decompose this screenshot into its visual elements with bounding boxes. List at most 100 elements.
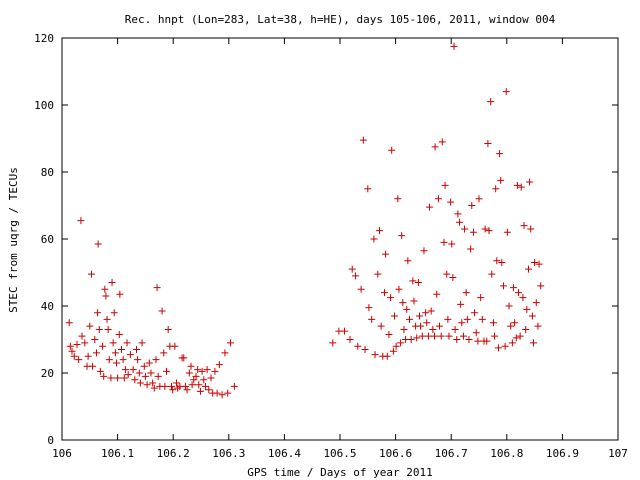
- x-tick-label: 106.5: [323, 447, 356, 460]
- data-point: [180, 354, 188, 362]
- data-point: [171, 342, 179, 350]
- data-point: [438, 138, 446, 146]
- data-point: [194, 366, 202, 374]
- data-point: [92, 349, 100, 357]
- data-point: [449, 274, 457, 282]
- data-point: [374, 270, 382, 278]
- data-point: [532, 299, 540, 307]
- y-tick-label: 20: [41, 367, 54, 380]
- data-point: [65, 319, 73, 327]
- data-point: [397, 339, 405, 347]
- data-point: [196, 387, 204, 395]
- data-point: [471, 309, 479, 317]
- data-point: [508, 339, 516, 347]
- data-point: [354, 342, 362, 350]
- data-point: [389, 347, 397, 355]
- data-point: [364, 185, 372, 193]
- data-point: [505, 302, 513, 310]
- data-point: [143, 381, 151, 389]
- data-point: [511, 319, 519, 327]
- data-point: [450, 42, 458, 50]
- data-point: [457, 300, 465, 308]
- data-point: [185, 369, 193, 377]
- data-point: [453, 336, 461, 343]
- x-tick-label: 106.6: [379, 447, 412, 460]
- data-point: [463, 315, 471, 323]
- data-point: [201, 382, 209, 390]
- data-point: [489, 319, 497, 327]
- data-point: [526, 178, 534, 186]
- data-point: [215, 361, 223, 369]
- data-point: [114, 374, 122, 382]
- data-point: [150, 384, 158, 392]
- data-point: [86, 322, 94, 330]
- data-point: [503, 228, 511, 236]
- data-point: [205, 386, 213, 394]
- data-point: [493, 257, 501, 265]
- data-point: [502, 88, 510, 96]
- data-point: [524, 265, 532, 273]
- data-point: [398, 232, 406, 240]
- data-point: [361, 346, 369, 354]
- data-point: [94, 309, 102, 317]
- data-point: [145, 359, 153, 367]
- data-point: [183, 386, 191, 394]
- data-point: [135, 369, 143, 377]
- data-point: [218, 391, 226, 399]
- data-point: [514, 289, 522, 297]
- y-tick-label: 0: [47, 434, 54, 447]
- data-point: [141, 372, 149, 380]
- data-point: [380, 289, 388, 297]
- x-tick-label: 106.8: [490, 447, 523, 460]
- data-point: [75, 356, 83, 364]
- data-point: [420, 247, 428, 255]
- data-point: [84, 352, 92, 360]
- data-point: [211, 367, 219, 375]
- data-point: [451, 325, 459, 333]
- data-point: [207, 374, 215, 382]
- y-axis-ticks: 0 20 40 60 80 100 120: [34, 32, 618, 447]
- data-point: [173, 379, 181, 387]
- data-point: [160, 349, 168, 357]
- data-point: [475, 195, 483, 203]
- data-point: [433, 290, 441, 298]
- data-point: [99, 342, 107, 350]
- data-point: [465, 336, 473, 343]
- data-point: [494, 344, 502, 352]
- data-point: [467, 245, 475, 253]
- data-point: [348, 265, 356, 273]
- data-point: [499, 282, 507, 290]
- y-tick-label: 60: [41, 233, 54, 246]
- data-point: [441, 181, 449, 189]
- data-point: [95, 325, 103, 333]
- data-point: [458, 319, 466, 327]
- data-point: [138, 339, 146, 347]
- data-point: [115, 330, 123, 338]
- data-point: [437, 332, 445, 340]
- data-point: [117, 346, 125, 354]
- data-point: [73, 341, 81, 349]
- y-tick-label: 40: [41, 300, 54, 313]
- data-point: [134, 356, 142, 364]
- data-point: [365, 304, 373, 312]
- data-point: [444, 315, 452, 323]
- data-point: [101, 285, 109, 293]
- data-point: [105, 356, 113, 364]
- data-point: [537, 282, 545, 290]
- data-point: [368, 315, 376, 323]
- y-tick-label: 120: [34, 32, 54, 45]
- data-point: [513, 181, 521, 189]
- x-tick-label: 106.2: [157, 447, 190, 460]
- x-tick-label: 107: [608, 447, 628, 460]
- data-point: [517, 183, 525, 191]
- data-point: [346, 336, 354, 343]
- data-point: [123, 339, 131, 347]
- data-point: [410, 297, 418, 305]
- data-point: [399, 299, 407, 307]
- data-point: [164, 325, 172, 333]
- data-point: [104, 325, 112, 333]
- data-point: [474, 337, 482, 345]
- data-point: [200, 376, 208, 384]
- y-tick-label: 100: [34, 99, 54, 112]
- data-point: [422, 309, 430, 317]
